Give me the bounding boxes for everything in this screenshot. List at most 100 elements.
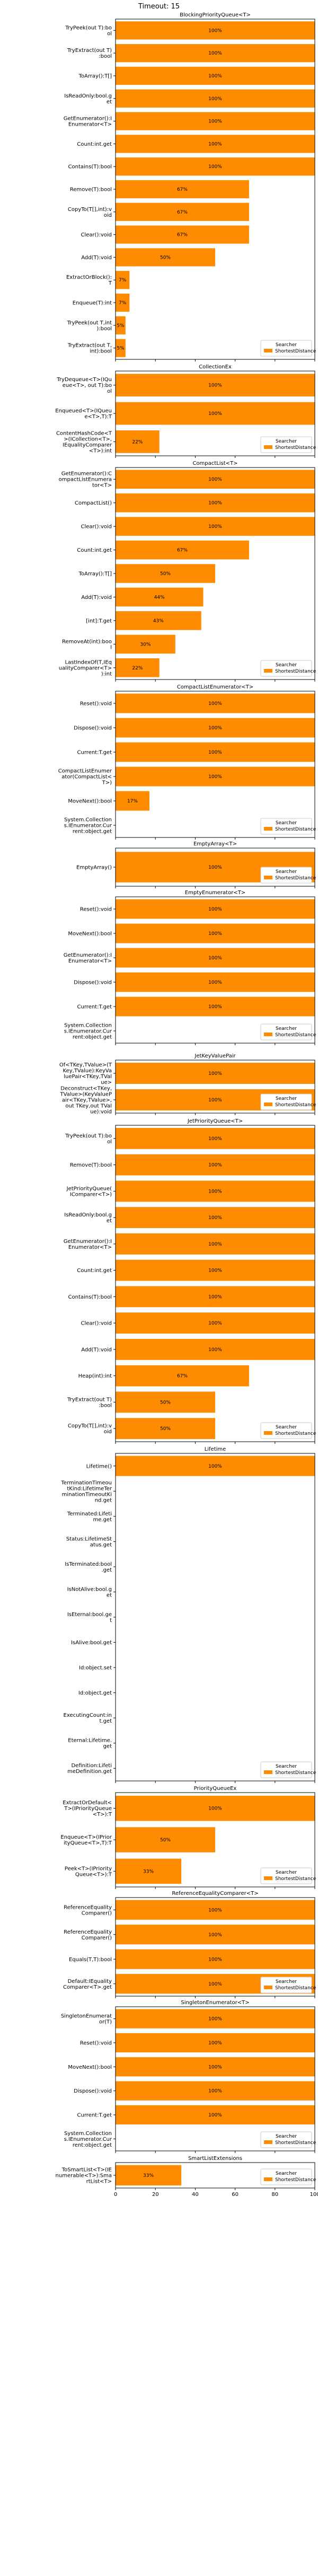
bar xyxy=(116,658,160,677)
data-label: 100% xyxy=(208,28,222,33)
data-label: 50% xyxy=(160,1400,171,1405)
data-label: 100% xyxy=(208,1321,222,1326)
bar xyxy=(116,1795,315,1821)
bar xyxy=(116,135,315,153)
bar xyxy=(116,1455,315,1476)
bar xyxy=(116,1286,315,1308)
y-tick-label: Current:T.get xyxy=(77,1004,112,1010)
subplot-5: EmptyEnumerator<T> 100% Reset():void 100% Mo… xyxy=(64,890,316,1045)
y-tick-label: Dispose():void xyxy=(74,980,112,986)
y-tick-label: Eternal:Lifetime. get xyxy=(68,1738,112,1750)
data-label: 100% xyxy=(208,774,222,780)
y-tick-label: TerminationTimeou tKind:LifetimeTer minati… xyxy=(60,1480,112,1503)
bar xyxy=(116,634,175,654)
plot-frame xyxy=(115,1897,315,1997)
y-tick-label: Reset():void xyxy=(80,701,112,707)
y-tick-label: GetEnumerator():C ompactListEnumera tor<T> xyxy=(59,471,112,489)
data-label: 100% xyxy=(208,1933,222,1938)
y-tick-label: Reset():void xyxy=(80,907,112,913)
data-label: 100% xyxy=(208,383,222,389)
legend-swatch xyxy=(264,349,272,352)
legend-label: ShortestDistance xyxy=(275,1876,316,1882)
legend-title: Searcher xyxy=(276,1764,297,1769)
y-tick-label: Terminated:Lifeti me.get xyxy=(67,1511,112,1523)
y-tick-label: Remove(T):bool xyxy=(70,1162,112,1168)
data-label: 100% xyxy=(208,1464,222,1469)
subplot-title: CompactListEnumerator<T> xyxy=(177,684,253,690)
subplot-7: JetPriorityQueue<T> 100% TryPeek(out T):bo… xyxy=(64,1118,316,1444)
data-label: 67% xyxy=(177,233,188,238)
legend-swatch xyxy=(264,2140,272,2144)
y-tick-label: Dispose():void xyxy=(74,2088,112,2094)
bar xyxy=(116,693,315,713)
data-label: 100% xyxy=(208,726,222,731)
data-label: 100% xyxy=(208,501,222,506)
bar xyxy=(116,493,315,513)
y-tick-label: Lifetime() xyxy=(86,1463,112,1469)
y-tick-label: Dispose():void xyxy=(74,726,112,731)
legend-title: Searcher xyxy=(276,869,297,875)
subplot-title: ReferenceEqualityComparer<T> xyxy=(172,1891,258,1896)
subplot-title: EmptyArray<T> xyxy=(193,841,237,847)
bar xyxy=(116,564,215,583)
bar xyxy=(116,1418,215,1440)
data-label: 100% xyxy=(208,750,222,755)
y-tick-label: Current:T.get xyxy=(77,2113,112,2119)
subplot-1: CollectionEx 100% TryDequeue<T>(IQu eue<T>,… xyxy=(55,364,316,458)
y-tick-label: Status:LifetimeSt atus.get xyxy=(66,1536,112,1548)
y-tick-label: RemoveAt(int):boo l xyxy=(62,639,112,650)
y-tick-label: Clear():void xyxy=(81,1321,112,1327)
data-label: 100% xyxy=(208,1098,222,1103)
plot-frame xyxy=(115,691,315,838)
data-label: 5% xyxy=(117,346,125,351)
data-label: 100% xyxy=(208,1347,222,1353)
data-label: 7% xyxy=(119,301,127,306)
data-label: 100% xyxy=(208,2041,222,2046)
data-label: 30% xyxy=(140,642,151,647)
data-label: 100% xyxy=(208,1215,222,1221)
bar xyxy=(116,430,160,453)
y-tick-label: Clear():void xyxy=(81,232,112,238)
legend-title: Searcher xyxy=(276,1979,297,1984)
data-label: 100% xyxy=(208,524,222,530)
bar xyxy=(116,1127,315,1149)
y-tick-label: ReferenceEquality Comparer() xyxy=(64,1904,112,1916)
bar xyxy=(116,2057,315,2077)
y-tick-label: IsNotAlive:bool.g et xyxy=(67,1586,112,1598)
subplot-title: JetKeyValuePair xyxy=(194,1053,236,1059)
y-tick-label: TryPeek(out T,int):bool xyxy=(67,320,112,332)
legend-label: ShortestDistance xyxy=(275,1102,316,1108)
y-tick-label: Add(T):void xyxy=(81,1347,112,1353)
subplot-4: EmptyArray<T> 100% EmptyArray() SearcherSho… xyxy=(76,841,316,888)
subplot-10: ReferenceEqualityComparer<T> 100% Referenc… xyxy=(63,1891,316,1998)
legend-swatch xyxy=(264,1033,272,1036)
data-label: 100% xyxy=(208,907,222,912)
bar xyxy=(116,1900,315,1920)
x-tick-label: 40 xyxy=(192,2192,199,2198)
data-label: 100% xyxy=(208,1071,222,1077)
legend-title: Searcher xyxy=(276,1096,297,1101)
y-tick-label: TryExtract(out T):bool xyxy=(67,1397,112,1408)
bar xyxy=(116,766,315,787)
y-tick-label: IsReadOnly:bool.g et xyxy=(64,1212,112,1224)
y-tick-label: Enqueue(T):int xyxy=(73,301,112,306)
y-tick-label: Contains(T):bool xyxy=(68,164,112,170)
data-label: 67% xyxy=(177,1374,188,1379)
y-tick-label: Current:T.get xyxy=(77,750,112,756)
y-tick-label: TryPeek(out T):bo ol xyxy=(65,25,112,37)
y-tick-label: Reset():void xyxy=(80,2041,112,2046)
data-label: 100% xyxy=(208,411,222,417)
bar xyxy=(116,996,315,1017)
y-tick-label: SingletonEnumerat or(T) xyxy=(61,2014,112,2025)
y-tick-label: IsReadOnly:bool.g et xyxy=(64,93,112,105)
y-tick-label: MoveNext():bool xyxy=(68,799,112,805)
data-label: 33% xyxy=(143,2173,154,2178)
y-tick-label: CopyTo(T[],int):v oid xyxy=(68,1423,112,1435)
plot-frame xyxy=(115,19,315,360)
bar xyxy=(116,1365,249,1387)
